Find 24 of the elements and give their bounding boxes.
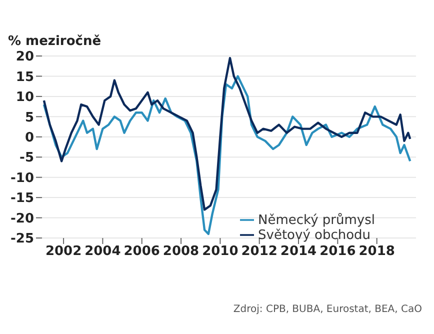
x-tick-label: 2002 [45,244,82,260]
x-tick-label: 2008 [162,244,200,260]
y-tick-label: -10 [10,170,34,186]
x-tick-label: 2006 [124,244,160,260]
y-tick-label: -20 [10,211,34,226]
line-series [42,56,412,211]
x-tick-label: 2012 [241,244,278,260]
y-tick-label: -25 [10,232,34,247]
y-tick-label: -15 [10,191,34,206]
y-tick-label: 5 [24,110,34,126]
x-tick-label: 2016 [320,244,356,260]
y-tick-label: -5 [20,150,34,166]
text: Zdroj: CPB, BUBA, Eurostat, BEA, CaO [233,304,422,315]
legend-label: Německý průmysl [258,213,375,228]
legend-label: Světový obchodu [258,228,371,243]
y-tick-label: 15 [16,70,34,85]
y-axis-title: % meziročně [8,34,102,49]
y-tick-label: 20 [16,50,34,65]
x-tick-label: 2014 [280,244,317,260]
x-tick-label: 2018 [358,244,395,260]
x-tick-label: 2010 [202,244,238,260]
y-tick-label: 10 [16,90,34,106]
x-tick-label: 2004 [84,244,121,260]
y-tick-label: 0 [24,130,34,146]
